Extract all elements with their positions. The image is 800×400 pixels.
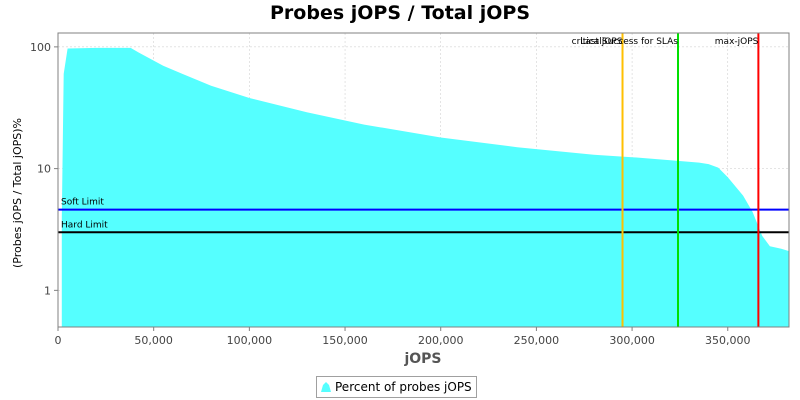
ref-label-last-success-for-slas: Last Success for SLAs [580, 37, 678, 47]
x-tick-label: 0 [55, 334, 62, 347]
area-series-0 [61, 47, 790, 328]
x-tick-label: 50,000 [134, 334, 173, 347]
legend-label: Percent of probes jOPS [335, 380, 472, 394]
legend-swatch-icon [321, 382, 331, 392]
y-axis-label: (Probes jOPS / Total jOPS)% [11, 118, 24, 268]
ref-label-criticaljops: criticaljOPS [572, 37, 623, 47]
plot-border [57, 32, 790, 328]
x-tick-label: 150,000 [322, 334, 368, 347]
x-axis-label: jOPS [403, 351, 441, 367]
x-tick-label: 200,000 [418, 334, 464, 347]
ref-label-max-jops: max-jOPS [715, 37, 759, 47]
x-tick-label: 250,000 [514, 334, 560, 347]
y-tick-label: 1 [44, 284, 51, 297]
x-tick-label: 300,000 [609, 334, 655, 347]
legend: Percent of probes jOPS [316, 376, 477, 398]
chart-title: Probes jOPS / Total jOPS [270, 2, 530, 24]
y-tick-label: 10 [37, 163, 51, 176]
ref-label-soft-limit: Soft Limit [61, 198, 104, 208]
y-tick-label: 100 [30, 41, 51, 54]
ref-label-hard-limit: Hard Limit [61, 220, 108, 230]
x-tick-label: 350,000 [705, 334, 751, 347]
x-tick-label: 100,000 [227, 334, 273, 347]
